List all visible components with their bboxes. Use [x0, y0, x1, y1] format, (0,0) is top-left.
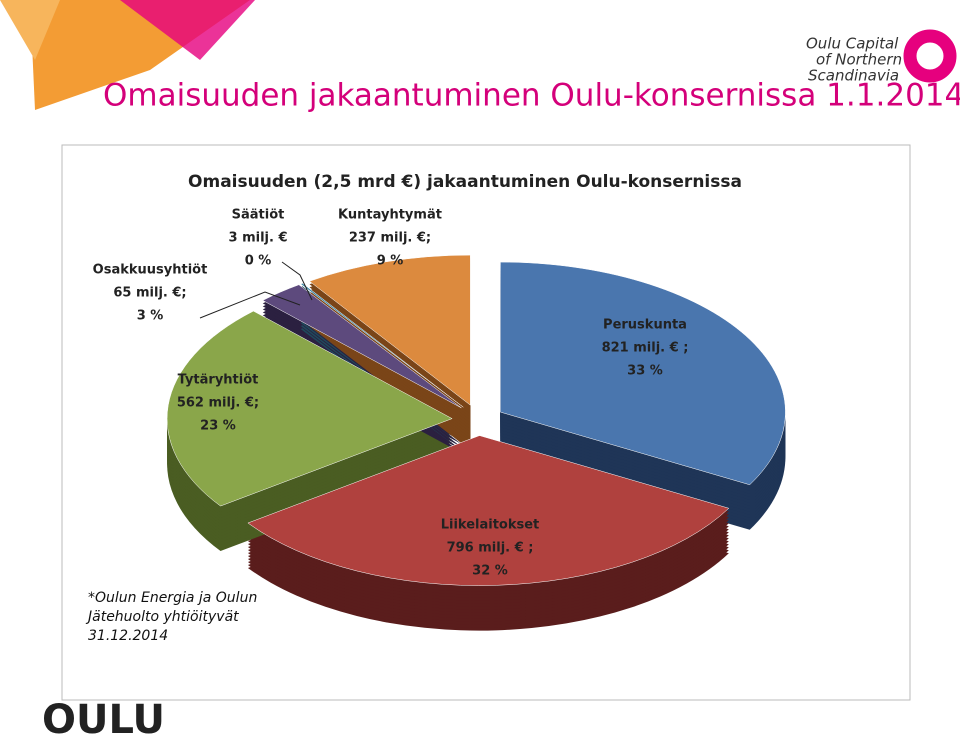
value-label: 65 milj. €;	[113, 286, 186, 301]
logo-text: of Northern	[816, 51, 902, 69]
percent-label: 33 %	[627, 364, 663, 379]
slice-name: Tytäryhtiöt	[178, 373, 259, 388]
leader-line	[281, 261, 313, 301]
value-label: 796 milj. € ;	[447, 541, 534, 556]
slice	[166, 310, 453, 507]
decor	[120, 0, 255, 60]
slice	[247, 435, 730, 586]
slice	[309, 254, 471, 406]
slice	[300, 283, 464, 408]
value-label: 237 milj. €;	[349, 231, 431, 246]
brand: OULU	[42, 697, 165, 738]
percent-label: 32 %	[472, 564, 508, 579]
logo-text: Scandinavia	[808, 67, 899, 85]
slice-name: Liikelaitokset	[441, 518, 540, 533]
footnote: Jätehuolto yhtiöityvät	[85, 609, 239, 625]
value-label: 562 milj. €;	[177, 396, 259, 411]
slice	[500, 261, 786, 486]
slice-name: Osakkuusyhtiöt	[93, 263, 208, 278]
logo-ring	[903, 29, 957, 83]
footnote: *Oulun Energia ja Oulun	[88, 590, 257, 606]
leader-line	[199, 291, 301, 319]
labels: Peruskunta 821 milj. € ; 33 % Liikelaitokse…	[93, 208, 689, 579]
chart-title: Omaisuuden (2,5 mrd €) jakaantuminen Oul…	[188, 172, 742, 192]
value-label: 3 milj. €	[229, 231, 288, 246]
percent-label: 0 %	[245, 254, 272, 269]
footnote: 31.12.2014	[88, 628, 168, 644]
slice-name: Peruskunta	[603, 318, 687, 333]
percent-label: 9 %	[377, 254, 404, 269]
slice	[262, 284, 462, 409]
slice-name: Kuntayhtymät	[338, 208, 442, 223]
pie	[166, 254, 786, 631]
value-label: 821 milj. € ;	[602, 341, 689, 356]
slide-title: Omaisuuden jakaantuminen Oulu-konserniss…	[103, 78, 960, 114]
slice-name: Säätiöt	[232, 208, 285, 223]
logo-text: Oulu Capital	[806, 35, 899, 53]
percent-label: 23 %	[200, 419, 236, 434]
percent-label: 3 %	[137, 309, 164, 324]
decor	[0, 0, 60, 60]
